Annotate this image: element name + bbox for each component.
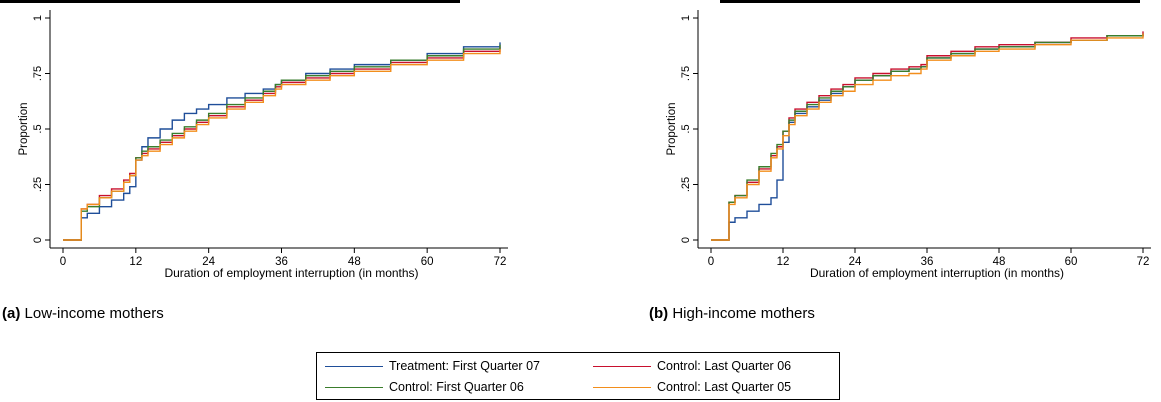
caption-b: (b) High-income mothers xyxy=(649,305,815,322)
x-tick-label: 36 xyxy=(275,256,288,268)
series-line-1 xyxy=(711,31,1144,241)
legend-swatch xyxy=(593,386,651,388)
legend-item-control-lq-05: Control: Last Quarter 05 xyxy=(593,377,791,397)
y-tick-label: 1 xyxy=(32,15,44,21)
x-axis-label: Duration of employment interruption (in … xyxy=(164,266,418,280)
series-line-2 xyxy=(711,33,1144,241)
y-tick-label: .5 xyxy=(680,124,692,133)
legend-label: Control: Last Quarter 06 xyxy=(657,359,792,373)
y-tick-label: 0 xyxy=(32,237,44,243)
caption-b-label: (b) xyxy=(649,305,669,322)
caption-a-label: (a) xyxy=(2,305,21,322)
legend: Treatment: First Quarter 07 Control: Las… xyxy=(316,352,840,400)
x-tick-label: 12 xyxy=(777,256,790,268)
x-tick-label: 36 xyxy=(921,256,934,268)
x-tick-label: 48 xyxy=(993,256,1006,268)
chart-panel-b: 0 .25 .5 .75 1 0 12 24 36 48 60 72 Proportion Duratio… xyxy=(648,0,1158,300)
chart-a-svg: 0 .25 .5 .75 1 0 12 24 36 48 60 72 Proportion Duratio… xyxy=(18,10,508,280)
y-tick-label: 1 xyxy=(680,15,692,21)
x-tick-label: 60 xyxy=(1065,256,1078,268)
x-tick-label: 12 xyxy=(129,256,142,268)
y-axis-label: Proportion xyxy=(18,102,30,155)
legend-item-control-lq-06: Control: Last Quarter 06 xyxy=(593,356,791,376)
series-line-2 xyxy=(63,44,501,241)
y-tick-label: .75 xyxy=(680,66,692,81)
header-fragment xyxy=(0,0,1140,3)
chart-panel-a: 0 .25 .5 .75 1 0 12 24 36 48 60 72 Proportion Duratio… xyxy=(0,0,520,300)
x-tick-label: 24 xyxy=(202,256,215,268)
caption-a-text: Low-income mothers xyxy=(24,305,164,322)
y-tick-label: .25 xyxy=(680,177,692,192)
legend-item-treatment-q1-07: Treatment: First Quarter 07 xyxy=(325,356,540,376)
x-axis-label: Duration of employment interruption (in … xyxy=(810,266,1064,280)
x-tick-label: 60 xyxy=(421,256,434,268)
caption-a: (a) Low-income mothers xyxy=(2,305,164,322)
legend-label: Treatment: First Quarter 07 xyxy=(389,359,540,373)
y-tick-label: 0 xyxy=(680,237,692,243)
legend-swatch xyxy=(325,365,383,367)
x-tick-label: 0 xyxy=(60,256,66,268)
legend-label: Control: Last Quarter 05 xyxy=(657,380,792,394)
x-tick-label: 48 xyxy=(348,256,361,268)
y-axis-label: Proportion xyxy=(666,102,678,155)
x-tick-label: 0 xyxy=(708,256,714,268)
y-tick-label: .5 xyxy=(32,124,44,133)
series-line-3 xyxy=(63,49,501,241)
chart-b-svg: 0 .25 .5 .75 1 0 12 24 36 48 60 72 Proportion Duratio… xyxy=(666,10,1151,280)
legend-swatch xyxy=(325,386,383,388)
x-tick-label: 72 xyxy=(1137,256,1150,268)
series-line-1 xyxy=(63,46,501,241)
legend-label: Control: First Quarter 06 xyxy=(389,380,524,394)
y-tick-label: .75 xyxy=(32,66,44,81)
x-tick-label: 72 xyxy=(494,256,507,268)
y-tick-label: .25 xyxy=(32,177,44,192)
series-line-0 xyxy=(63,42,501,241)
caption-b-text: High-income mothers xyxy=(672,305,815,322)
legend-item-control-q1-06: Control: First Quarter 06 xyxy=(325,377,524,397)
x-tick-label: 24 xyxy=(849,256,862,268)
series-line-3 xyxy=(711,33,1144,241)
legend-swatch xyxy=(593,365,651,367)
